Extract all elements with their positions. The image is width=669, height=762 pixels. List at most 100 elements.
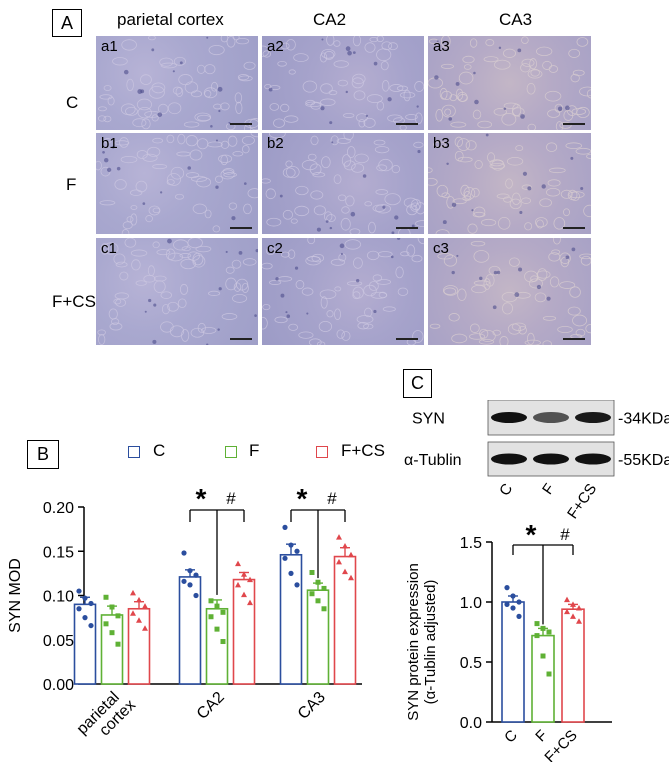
data-point bbox=[235, 581, 241, 588]
y-tick-label: 1.0 bbox=[460, 595, 482, 612]
data-point bbox=[103, 621, 109, 627]
data-point bbox=[309, 569, 315, 575]
x-tick-label: C bbox=[501, 727, 521, 747]
micrograph-label: a2 bbox=[267, 38, 284, 55]
lane-label: F+CS bbox=[564, 481, 600, 520]
tissue-texture bbox=[97, 238, 258, 345]
row-header-f: F bbox=[66, 175, 77, 194]
tissue-texture bbox=[96, 133, 258, 234]
significance-star: * bbox=[297, 483, 308, 514]
data-point bbox=[516, 613, 522, 619]
scale-bar bbox=[230, 338, 252, 340]
y-tick-label: 0.20 bbox=[43, 500, 74, 517]
legend-swatch-f bbox=[225, 446, 237, 458]
tissue-texture bbox=[429, 238, 591, 345]
blot-band bbox=[533, 412, 569, 423]
data-point bbox=[76, 588, 82, 594]
micrograph-b1: b1 bbox=[96, 133, 258, 234]
row-header-c: C bbox=[66, 93, 79, 112]
micrograph-a2: a2 bbox=[262, 36, 424, 130]
legend-label-c: C bbox=[153, 441, 166, 460]
micrograph-a3: a3 bbox=[428, 36, 591, 130]
y-tick-label: 0.5 bbox=[460, 655, 482, 672]
data-point bbox=[115, 641, 121, 647]
panel-a-label: A bbox=[52, 9, 82, 37]
y-tick-label: 0.10 bbox=[43, 589, 74, 606]
data-point bbox=[348, 551, 354, 558]
blot-label: α-Tublin bbox=[404, 452, 462, 469]
data-point bbox=[187, 582, 193, 588]
data-point bbox=[82, 615, 88, 621]
data-point bbox=[321, 606, 327, 612]
micrograph-label: b1 bbox=[101, 135, 118, 152]
micrograph-b3: b3 bbox=[428, 133, 591, 234]
scale-bar bbox=[230, 227, 252, 229]
data-point bbox=[540, 653, 546, 659]
data-point bbox=[208, 614, 214, 620]
blot-band bbox=[491, 453, 527, 465]
micrograph-label: c3 bbox=[433, 240, 449, 257]
scale-bar bbox=[563, 338, 585, 340]
blot-size: -34KDa bbox=[618, 411, 669, 428]
legend-swatch-c bbox=[128, 446, 140, 458]
x-tick-label-part: CA2 bbox=[194, 689, 228, 723]
bar-c bbox=[501, 601, 525, 723]
data-point bbox=[136, 617, 142, 623]
legend-label-f: F bbox=[249, 441, 260, 460]
data-point bbox=[294, 548, 300, 554]
data-point bbox=[570, 613, 576, 619]
data-point bbox=[348, 574, 354, 581]
data-point bbox=[181, 578, 187, 584]
y-axis-title: SYN protein expression bbox=[405, 563, 422, 721]
legend-label-f-cs: F+CS bbox=[341, 441, 385, 460]
data-point bbox=[576, 618, 582, 624]
data-point bbox=[136, 596, 142, 603]
micrograph-label: a3 bbox=[433, 38, 450, 55]
significance-star: * bbox=[196, 483, 207, 514]
data-point bbox=[576, 605, 582, 611]
data-point bbox=[315, 598, 321, 604]
significance-hash: # bbox=[560, 525, 570, 544]
data-point bbox=[336, 558, 342, 565]
micrograph-a1: a1 bbox=[96, 36, 258, 130]
data-point bbox=[235, 560, 241, 567]
data-point bbox=[540, 625, 546, 631]
blot-band bbox=[533, 453, 569, 465]
data-point bbox=[88, 600, 94, 607]
data-point bbox=[214, 603, 220, 609]
bar-f bbox=[306, 589, 330, 685]
y-tick-label: 1.5 bbox=[460, 535, 482, 552]
data-point bbox=[130, 610, 136, 616]
tissue-texture bbox=[262, 133, 424, 234]
lane-label: F bbox=[539, 481, 558, 498]
data-point bbox=[142, 603, 148, 609]
tissue-texture bbox=[98, 36, 258, 130]
scale-bar bbox=[396, 227, 418, 229]
x-tick-label: CA3 bbox=[295, 689, 329, 723]
data-point bbox=[282, 555, 288, 561]
data-point bbox=[534, 633, 540, 639]
data-point bbox=[342, 542, 348, 549]
data-point bbox=[247, 599, 253, 606]
y-tick-label: 0.05 bbox=[43, 633, 74, 650]
micrograph-label: c1 bbox=[101, 240, 117, 257]
data-point bbox=[288, 570, 294, 576]
data-point bbox=[109, 630, 115, 636]
scale-bar bbox=[396, 338, 418, 340]
data-point bbox=[88, 622, 94, 629]
micrograph-label: b2 bbox=[267, 135, 284, 152]
data-point bbox=[187, 568, 193, 574]
data-point bbox=[504, 585, 510, 591]
blot-band bbox=[575, 453, 611, 465]
bar-f-cs bbox=[232, 578, 256, 685]
data-point bbox=[130, 589, 136, 596]
y-axis-title-2: (α-Tublin adjusted) bbox=[422, 580, 439, 705]
data-point bbox=[546, 671, 552, 677]
data-point bbox=[282, 524, 288, 530]
data-point bbox=[241, 571, 247, 577]
data-point bbox=[115, 613, 121, 619]
bar-f-cs bbox=[561, 608, 585, 723]
lane-label: C bbox=[496, 480, 516, 499]
bar-f-cs bbox=[333, 555, 357, 685]
data-point bbox=[220, 609, 226, 615]
